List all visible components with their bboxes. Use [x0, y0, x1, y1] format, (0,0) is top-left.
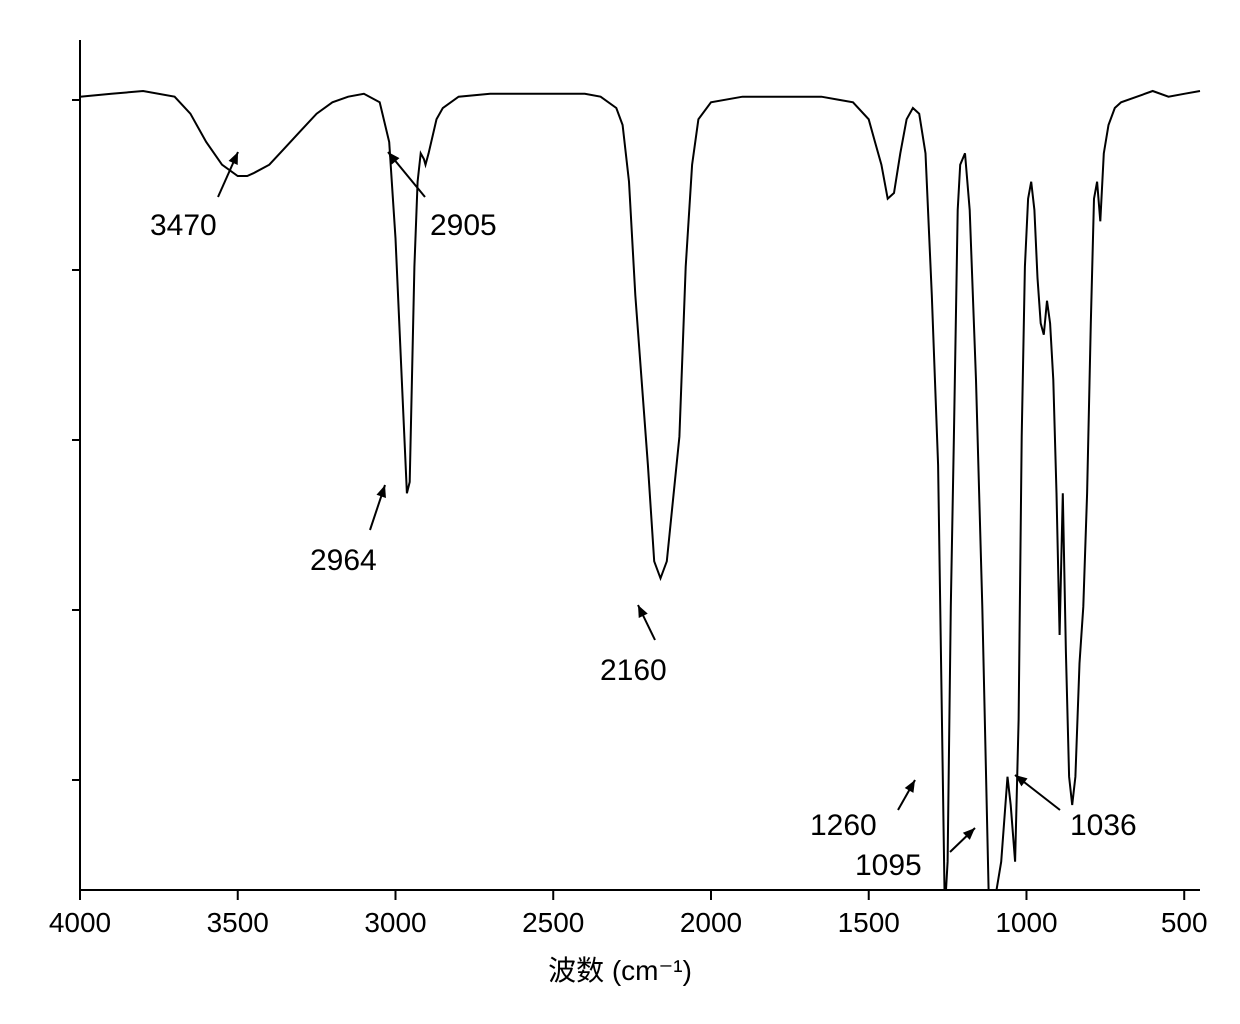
peak-annotations: 3470 2905 2964 2160 1260 1095 1036	[150, 152, 1137, 882]
axes-group	[80, 40, 1200, 890]
svg-text:2905: 2905	[430, 209, 497, 242]
spectrum-line	[80, 91, 1200, 890]
y-ticks-group	[72, 100, 80, 780]
svg-text:1500: 1500	[838, 907, 900, 938]
x-axis-label: 波数 (cm⁻¹)	[548, 955, 692, 986]
svg-text:3500: 3500	[207, 907, 269, 938]
svg-text:1095: 1095	[855, 849, 922, 882]
svg-text:2000: 2000	[680, 907, 742, 938]
x-ticks-group: 4000 3500 3000 2500 2000 1500 1000 500	[49, 890, 1208, 938]
svg-text:1260: 1260	[810, 809, 877, 842]
svg-text:1000: 1000	[995, 907, 1057, 938]
svg-text:1036: 1036	[1070, 809, 1137, 842]
svg-text:3000: 3000	[364, 907, 426, 938]
svg-text:2500: 2500	[522, 907, 584, 938]
svg-text:2160: 2160	[600, 654, 667, 687]
chart-svg: 4000 3500 3000 2500 2000 1500 1000 500 3470 2905…	[20, 20, 1220, 1000]
svg-text:3470: 3470	[150, 209, 217, 242]
ir-spectrum-chart: 4000 3500 3000 2500 2000 1500 1000 500 3470 2905…	[20, 20, 1220, 1000]
svg-text:500: 500	[1161, 907, 1208, 938]
svg-text:4000: 4000	[49, 907, 111, 938]
svg-text:2964: 2964	[310, 544, 377, 577]
